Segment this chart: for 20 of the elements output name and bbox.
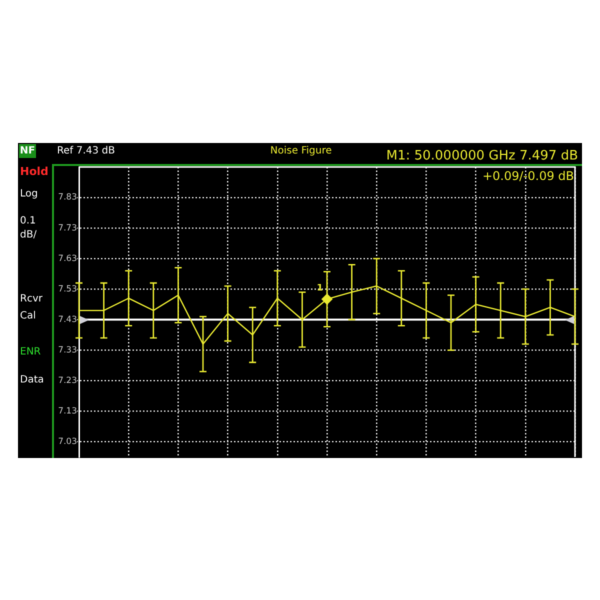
y-tick-label: 7.33 <box>58 345 77 356</box>
annotation: +0.09/-0.09 dB <box>482 169 574 184</box>
series-label: 1 <box>316 284 323 294</box>
text: Hold <box>20 164 48 178</box>
chart-title: Noise Figure <box>270 146 332 157</box>
text: M1: 50.000000 GHz 7.497 dB <box>386 148 578 164</box>
y-tick-label: 7.23 <box>58 376 77 386</box>
y-tick-label: 7.73 <box>58 223 77 234</box>
y-tick-label: 7.13 <box>58 406 77 416</box>
y-tick-label: 7.03 <box>58 436 77 447</box>
y-tick-label: 7.43 <box>58 314 77 325</box>
text: Rcvr Cal <box>20 294 44 322</box>
y-tick-label: 7.53 <box>58 284 77 294</box>
y-tick-label: 7.83 <box>58 192 77 203</box>
text: 0.1 dB/ <box>20 216 38 241</box>
text: Log <box>20 188 38 200</box>
y-tick-label: 7.63 <box>58 254 77 264</box>
text: ENR <box>20 346 41 358</box>
text: Data <box>20 374 44 386</box>
text: Ref 7.43 dB <box>57 146 116 157</box>
